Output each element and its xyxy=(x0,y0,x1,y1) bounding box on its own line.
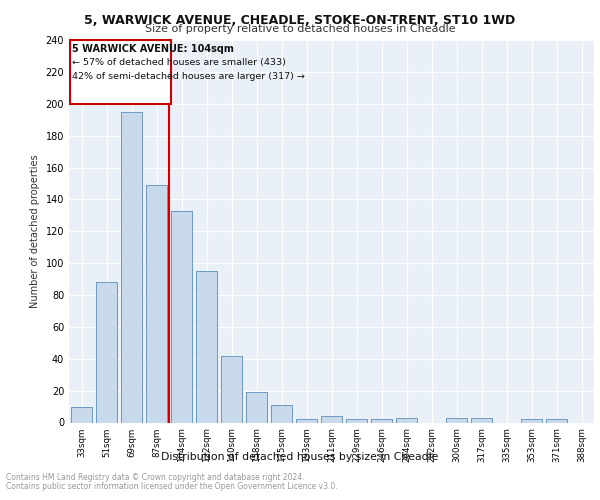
Bar xyxy=(271,405,292,422)
Bar xyxy=(346,420,367,422)
Bar xyxy=(396,418,417,422)
Bar xyxy=(221,356,242,422)
Text: 42% of semi-detached houses are larger (317) →: 42% of semi-detached houses are larger (… xyxy=(73,72,305,81)
Text: Contains public sector information licensed under the Open Government Licence v3: Contains public sector information licen… xyxy=(6,482,338,491)
Bar xyxy=(321,416,342,422)
Text: Distribution of detached houses by size in Cheadle: Distribution of detached houses by size … xyxy=(161,452,439,462)
Bar xyxy=(296,420,317,422)
Text: Contains HM Land Registry data © Crown copyright and database right 2024.: Contains HM Land Registry data © Crown c… xyxy=(6,473,305,482)
Y-axis label: Number of detached properties: Number of detached properties xyxy=(30,154,40,308)
Bar xyxy=(371,420,392,422)
FancyBboxPatch shape xyxy=(70,40,171,104)
Bar xyxy=(521,420,542,422)
Bar xyxy=(71,406,92,422)
Bar xyxy=(121,112,142,422)
Text: Size of property relative to detached houses in Cheadle: Size of property relative to detached ho… xyxy=(145,24,455,34)
Bar xyxy=(171,210,192,422)
Bar xyxy=(446,418,467,422)
Bar xyxy=(96,282,117,422)
Bar xyxy=(471,418,492,422)
Text: 5, WARWICK AVENUE, CHEADLE, STOKE-ON-TRENT, ST10 1WD: 5, WARWICK AVENUE, CHEADLE, STOKE-ON-TRE… xyxy=(85,14,515,27)
Bar xyxy=(196,271,217,422)
Bar xyxy=(246,392,267,422)
Bar xyxy=(146,185,167,422)
Text: 5 WARWICK AVENUE: 104sqm: 5 WARWICK AVENUE: 104sqm xyxy=(73,44,235,54)
Text: ← 57% of detached houses are smaller (433): ← 57% of detached houses are smaller (43… xyxy=(73,58,286,66)
Bar xyxy=(546,420,567,422)
